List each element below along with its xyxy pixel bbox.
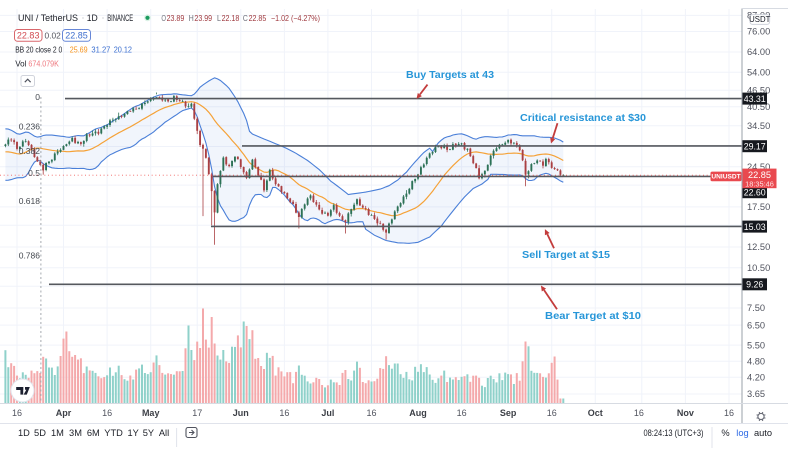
svg-text:UNIUSDT: UNIUSDT xyxy=(711,174,740,181)
svg-text:Jun: Jun xyxy=(233,408,249,418)
svg-text:43.31: 43.31 xyxy=(744,94,766,104)
svg-text:22.83: 22.83 xyxy=(17,31,40,41)
svg-text:22.18: 22.18 xyxy=(222,14,240,23)
svg-text:Sep: Sep xyxy=(500,408,517,418)
svg-text:Oct: Oct xyxy=(588,408,603,418)
svg-text:16: 16 xyxy=(457,408,467,418)
svg-text:22.85: 22.85 xyxy=(249,14,267,23)
svg-text:0.618: 0.618 xyxy=(19,196,41,206)
svg-text:Bear Target at $10: Bear Target at $10 xyxy=(545,311,641,322)
svg-text:1Y: 1Y xyxy=(128,428,139,438)
svg-text:4.80: 4.80 xyxy=(747,357,765,367)
svg-text:46.50: 46.50 xyxy=(747,85,770,95)
svg-text:log: log xyxy=(736,428,748,438)
svg-text:3M: 3M xyxy=(69,428,82,438)
svg-text:10.50: 10.50 xyxy=(747,263,770,273)
svg-text:0.5: 0.5 xyxy=(28,168,40,178)
svg-text:0.236: 0.236 xyxy=(19,122,41,132)
svg-text:76.00: 76.00 xyxy=(747,27,770,37)
svg-text:May: May xyxy=(142,408,160,418)
svg-text:0: 0 xyxy=(35,92,40,102)
svg-text:6.50: 6.50 xyxy=(747,320,765,330)
svg-text:16: 16 xyxy=(102,408,112,418)
svg-text:5D: 5D xyxy=(34,428,46,438)
svg-text:24.50: 24.50 xyxy=(747,162,770,172)
svg-text:16: 16 xyxy=(547,408,557,418)
svg-text:18:35:46: 18:35:46 xyxy=(745,179,774,188)
svg-text:34.50: 34.50 xyxy=(747,121,770,131)
svg-text:16: 16 xyxy=(634,408,644,418)
svg-text:USDT: USDT xyxy=(749,15,770,24)
svg-text:5.50: 5.50 xyxy=(747,340,765,350)
svg-text:29.17: 29.17 xyxy=(744,142,766,152)
svg-text:1D: 1D xyxy=(87,13,98,23)
svg-text:Critical resistance at $30: Critical resistance at $30 xyxy=(520,113,646,124)
svg-text:Apr: Apr xyxy=(56,408,72,418)
svg-text:5Y: 5Y xyxy=(143,428,154,438)
svg-text:16: 16 xyxy=(279,408,289,418)
svg-text:YTD: YTD xyxy=(104,428,123,438)
svg-text:15.03: 15.03 xyxy=(744,222,766,232)
svg-text:Aug: Aug xyxy=(409,408,427,418)
svg-text:3.65: 3.65 xyxy=(747,389,765,399)
svg-text:12.50: 12.50 xyxy=(747,242,770,252)
svg-text:−1.02 (−4.27%): −1.02 (−4.27%) xyxy=(271,14,320,23)
svg-text:31.27: 31.27 xyxy=(91,46,110,55)
svg-text:22.60: 22.60 xyxy=(744,188,766,198)
svg-text:0.786: 0.786 xyxy=(19,251,41,261)
svg-text:L: L xyxy=(217,14,221,23)
svg-text:All: All xyxy=(159,428,169,438)
svg-text:Buy Targets at 43: Buy Targets at 43 xyxy=(406,70,494,81)
svg-text:Jul: Jul xyxy=(321,408,334,418)
svg-text:23.89: 23.89 xyxy=(167,14,185,23)
svg-text:auto: auto xyxy=(754,428,772,438)
svg-text:UNI / TetherUS: UNI / TetherUS xyxy=(18,13,78,23)
svg-text:17: 17 xyxy=(192,408,202,418)
svg-text:0.02: 0.02 xyxy=(45,31,62,41)
svg-text:1D: 1D xyxy=(18,428,30,438)
svg-text:0.382: 0.382 xyxy=(19,146,41,156)
svg-text:25.69: 25.69 xyxy=(70,46,88,55)
svg-text:Sell Target at $15: Sell Target at $15 xyxy=(522,250,610,261)
svg-text:·: · xyxy=(102,13,105,23)
svg-text:674.079K: 674.079K xyxy=(28,60,59,69)
svg-text:22.85: 22.85 xyxy=(748,170,771,180)
svg-text:16: 16 xyxy=(12,408,22,418)
svg-text:7.50: 7.50 xyxy=(747,303,765,313)
svg-text:C: C xyxy=(243,14,248,23)
svg-text:64.00: 64.00 xyxy=(747,47,770,57)
svg-text:4.20: 4.20 xyxy=(747,373,765,383)
svg-text:23.99: 23.99 xyxy=(194,14,212,23)
svg-text:%: % xyxy=(721,428,729,438)
svg-text:08:24:13 (UTC+3): 08:24:13 (UTC+3) xyxy=(644,428,704,438)
svg-text:54.00: 54.00 xyxy=(747,68,770,78)
svg-text:16: 16 xyxy=(724,408,734,418)
svg-text:1M: 1M xyxy=(51,428,64,438)
svg-text:BB 20 close 2 0: BB 20 close 2 0 xyxy=(15,46,62,55)
svg-text:BINANCE: BINANCE xyxy=(107,13,133,23)
svg-text:6M: 6M xyxy=(87,428,100,438)
svg-text:22.85: 22.85 xyxy=(65,31,88,41)
svg-text:·: · xyxy=(82,13,85,23)
svg-text:O: O xyxy=(161,14,166,23)
svg-text:20.12: 20.12 xyxy=(114,46,133,55)
svg-text:9.26: 9.26 xyxy=(746,280,763,290)
svg-text:40.50: 40.50 xyxy=(747,102,770,112)
svg-text:16: 16 xyxy=(366,408,376,418)
svg-text:Vol: Vol xyxy=(15,60,26,69)
svg-text:H: H xyxy=(189,14,194,23)
svg-text:17.50: 17.50 xyxy=(747,202,770,212)
svg-text:Nov: Nov xyxy=(677,408,694,418)
